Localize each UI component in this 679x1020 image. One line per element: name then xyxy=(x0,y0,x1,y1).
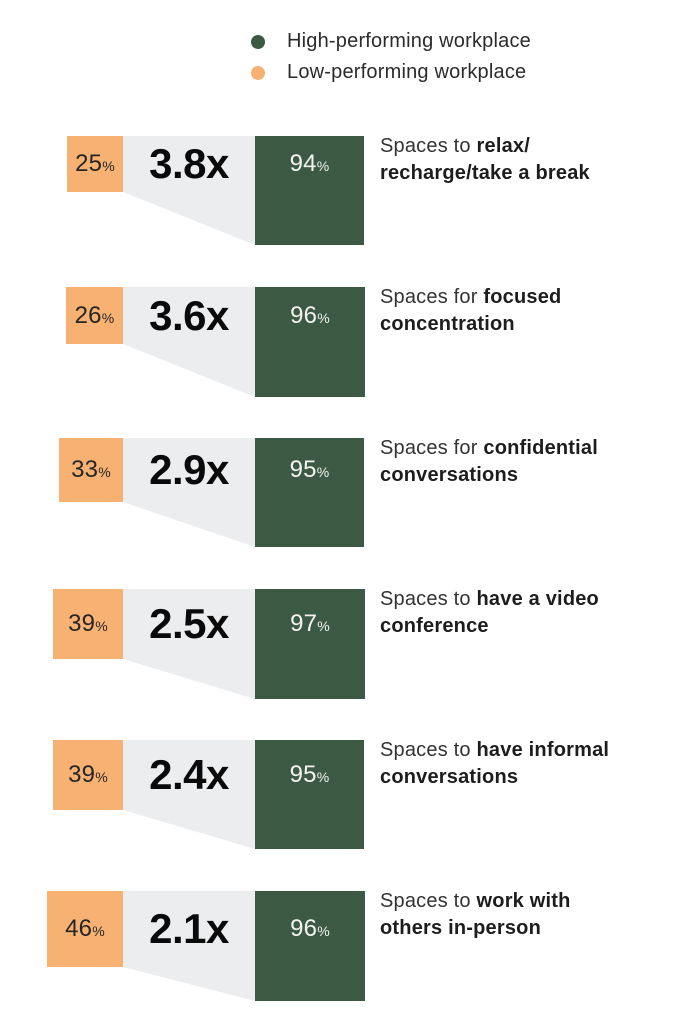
comparison-row: 39% 2.5x 97% Spaces to have a video confere… xyxy=(0,586,679,699)
high-percentage-band: 95% xyxy=(255,438,364,502)
high-percentage-band: 95% xyxy=(255,740,364,810)
category-label: Spaces for focused concentration xyxy=(380,284,676,338)
high-percentage: 97% xyxy=(290,610,330,638)
low-percentage: 39% xyxy=(68,761,108,789)
low-percentage: 26% xyxy=(75,302,115,330)
high-percentage-number: 95 xyxy=(289,456,317,483)
high-performing-square: 95% xyxy=(255,740,364,849)
category-label: Spaces to work with others in-person xyxy=(380,888,676,942)
low-percentage: 46% xyxy=(65,915,105,943)
category-label-bold: have informal conversations xyxy=(380,739,610,788)
ratio-multiplier: 3.8x xyxy=(149,140,229,187)
high-percentage-band: 96% xyxy=(255,287,365,344)
legend-label-high: High-performing workplace xyxy=(287,30,531,52)
category-label-prefix: Spaces to xyxy=(380,588,477,610)
category-label-bold: relax/ recharge/take a break xyxy=(380,135,590,184)
low-percentage-percent-sign: % xyxy=(102,158,115,174)
ratio-multiplier: 2.5x xyxy=(149,600,229,647)
high-percentage-percent-sign: % xyxy=(317,309,330,326)
low-percentage-number: 46 xyxy=(65,915,93,942)
low-percentage-percent-sign: % xyxy=(101,309,115,326)
low-percentage-percent-sign: % xyxy=(95,769,108,785)
category-label-bold: have a video conference xyxy=(380,588,599,637)
low-performing-square: 39% xyxy=(53,589,123,659)
category-label-bold: focused concentration xyxy=(380,286,562,335)
high-percentage: 96% xyxy=(290,915,330,943)
category-label: Spaces to relax/ recharge/take a break xyxy=(380,133,676,187)
high-percentage-percent-sign: % xyxy=(316,158,330,174)
low-percentage: 33% xyxy=(71,456,111,484)
high-percentage-percent-sign: % xyxy=(317,923,330,939)
comparison-row: 25% 3.8x 94% Spaces to relax/ recharge/take… xyxy=(0,133,679,245)
legend-item-high: High-performing workplace xyxy=(251,26,531,57)
low-percentage-percent-sign: % xyxy=(92,923,105,939)
low-percentage-number: 39 xyxy=(68,610,96,637)
low-percentage-number: 33 xyxy=(71,456,99,483)
low-performing-square: 33% xyxy=(59,438,123,502)
category-label-prefix: Spaces to xyxy=(380,739,477,761)
legend: High-performing workplace Low-performing… xyxy=(251,26,531,88)
high-performing-square: 97% xyxy=(255,589,365,699)
low-performing-square: 25% xyxy=(67,136,123,192)
high-percentage-number: 94 xyxy=(289,150,317,177)
ratio-multiplier: 2.4x xyxy=(149,751,229,798)
category-label-prefix: Spaces to xyxy=(380,890,477,912)
category-label: Spaces to have informal conversations xyxy=(380,737,676,791)
comparison-row: 26% 3.6x 96% Spaces for focused concentrati… xyxy=(0,284,679,397)
high-percentage: 94% xyxy=(290,150,330,178)
category-label: Spaces for confidential conversations xyxy=(380,435,676,489)
high-percentage-number: 96 xyxy=(290,915,318,942)
low-performing-square: 26% xyxy=(66,287,123,344)
category-label-prefix: Spaces for xyxy=(380,286,484,308)
ratio-multiplier: 2.1x xyxy=(149,905,229,952)
high-percentage: 96% xyxy=(290,302,330,330)
high-percentage-number: 97 xyxy=(290,610,318,637)
category-label-prefix: Spaces for xyxy=(380,437,484,459)
category-label: Spaces to have a video conference xyxy=(380,586,676,640)
high-percentage-band: 94% xyxy=(255,136,364,192)
high-percentage: 95% xyxy=(290,761,330,789)
category-label-bold: work with others in-person xyxy=(380,890,571,939)
low-performing-square: 39% xyxy=(53,740,123,810)
high-percentage-percent-sign: % xyxy=(316,769,330,785)
low-performing-dot-icon xyxy=(251,65,265,80)
high-percentage-band: 96% xyxy=(255,891,365,967)
low-percentage-percent-sign: % xyxy=(95,618,108,634)
high-percentage-number: 95 xyxy=(289,761,317,788)
legend-item-low: Low-performing workplace xyxy=(251,57,531,88)
high-performing-square: 96% xyxy=(255,287,365,397)
high-percentage-percent-sign: % xyxy=(316,464,330,480)
category-label-bold: confidential conversations xyxy=(380,437,599,486)
high-percentage: 95% xyxy=(290,456,330,484)
low-performing-square: 46% xyxy=(47,891,123,967)
comparison-row: 33% 2.9x 95% Spaces for confidential conver… xyxy=(0,435,679,547)
comparison-row: 39% 2.4x 95% Spaces to have informal conver… xyxy=(0,737,679,849)
low-percentage-percent-sign: % xyxy=(98,464,111,480)
high-performing-square: 94% xyxy=(255,136,364,245)
category-label-prefix: Spaces to xyxy=(380,135,477,157)
high-percentage-number: 96 xyxy=(290,301,318,329)
low-percentage-number: 25 xyxy=(75,150,103,177)
legend-label-low: Low-performing workplace xyxy=(287,61,527,83)
high-percentage-percent-sign: % xyxy=(317,618,330,634)
low-percentage: 39% xyxy=(68,610,108,638)
ratio-multiplier: 3.6x xyxy=(149,291,229,339)
comparison-row: 46% 2.1x 96% Spaces to work with others in-… xyxy=(0,888,679,1001)
high-performing-square: 96% xyxy=(255,891,365,1001)
ratio-multiplier: 2.9x xyxy=(149,446,229,493)
high-performing-square: 95% xyxy=(255,438,364,547)
low-percentage: 25% xyxy=(75,150,115,178)
high-performing-dot-icon xyxy=(251,34,265,49)
low-percentage-number: 39 xyxy=(68,761,96,788)
high-percentage-band: 97% xyxy=(255,589,365,659)
low-percentage-number: 26 xyxy=(74,301,102,329)
